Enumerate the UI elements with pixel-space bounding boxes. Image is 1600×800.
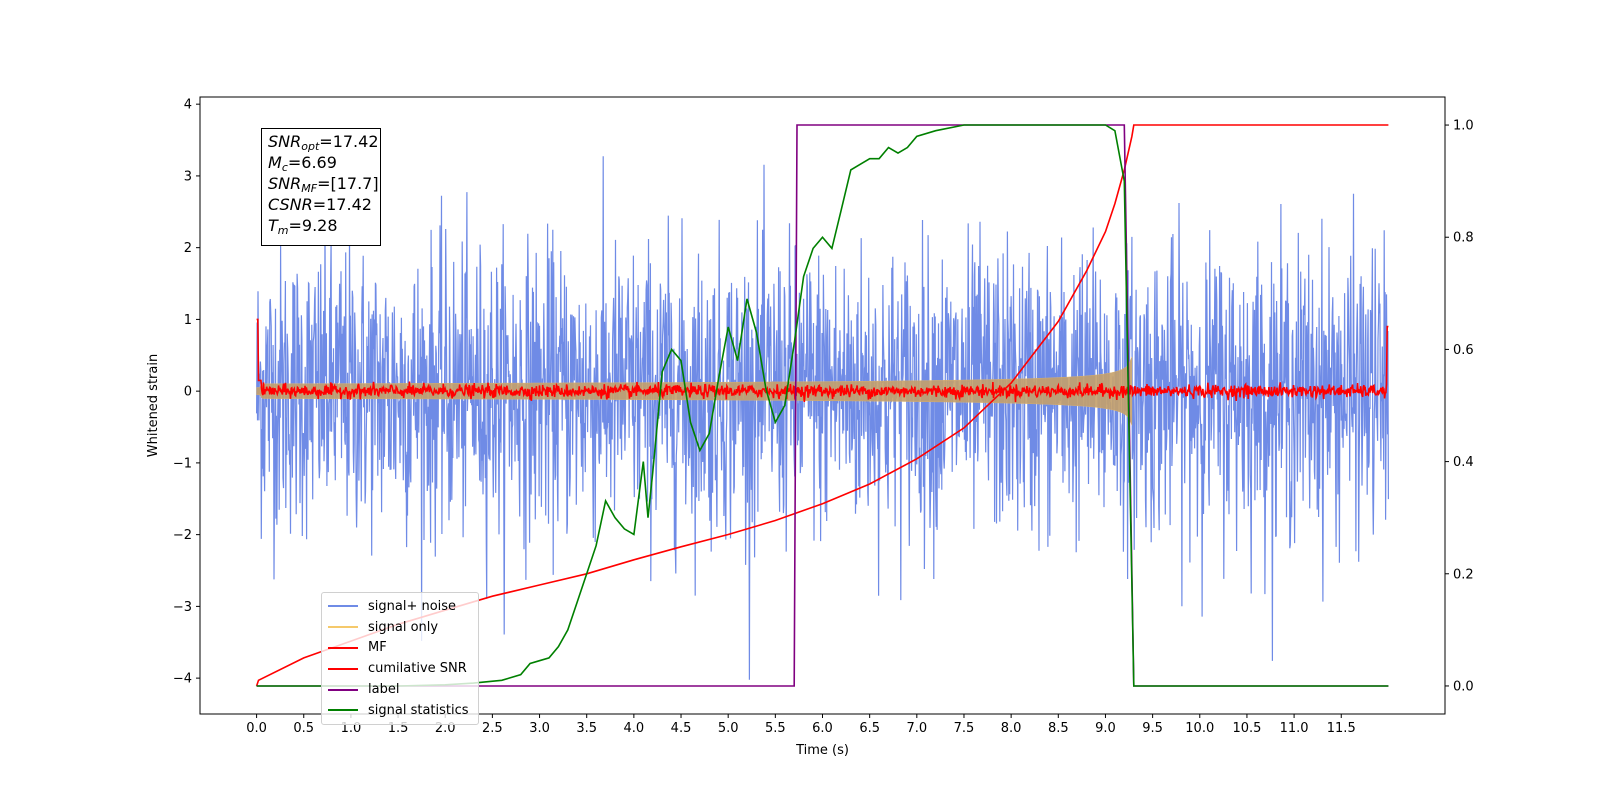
x-tick-label: 6.5	[859, 721, 880, 736]
x-axis-label: Time (s)	[795, 743, 849, 758]
y-right-tick-label: 0.8	[1453, 231, 1474, 246]
x-tick-label: 6.0	[812, 721, 833, 736]
x-tick-label: 7.5	[954, 721, 975, 736]
annotation-subscript: c	[281, 161, 288, 174]
annotation-symbol: CSNR	[268, 195, 313, 214]
annotation-symbol: SNR	[268, 174, 302, 193]
annotation-symbol: M	[268, 153, 282, 172]
legend-label: MF	[368, 640, 387, 656]
legend-item: MF	[328, 638, 472, 659]
annotation-value: =6.69	[287, 153, 337, 172]
legend-swatch	[328, 667, 358, 670]
x-tick-label: 0.5	[293, 721, 314, 736]
x-tick-label: 0.0	[246, 721, 267, 736]
x-tick-label: 8.0	[1001, 721, 1022, 736]
annotation-symbol: T	[268, 216, 278, 235]
legend-item: signal only	[328, 617, 472, 638]
legend-item: label	[328, 679, 472, 700]
y-left-tick-label: −4	[173, 672, 192, 687]
annotation-subscript: opt	[301, 140, 320, 153]
annotation-line: Tm=9.28	[268, 215, 374, 236]
legend-item: signal+ noise	[328, 596, 472, 617]
x-tick-label: 4.0	[624, 721, 645, 736]
annotation-line: SNRMF=[17.7]	[268, 173, 379, 195]
plot-series-group	[255, 124, 1389, 687]
y-left-tick-label: 3	[184, 169, 192, 184]
legend-label: signal statistics	[368, 702, 469, 718]
y-left-tick-label: 4	[184, 98, 192, 113]
series-mf-line	[256, 318, 1389, 403]
x-tick-label: 3.0	[529, 721, 550, 736]
chart-legend: signal+ noise signal only MF cumilative SNR…	[321, 592, 479, 725]
y-left-tick-label: −1	[173, 456, 192, 471]
x-tick-label: 11.5	[1327, 721, 1356, 736]
legend-item: cumilative SNR	[328, 658, 472, 679]
series-signal-statistics-line	[256, 124, 1389, 687]
y-axis-left-ticks: 4 3 2 1 0 −1 −2 −3 −4	[173, 98, 200, 687]
y-right-tick-label: 1.0	[1453, 119, 1474, 134]
y-right-tick-label: 0.4	[1453, 455, 1474, 470]
annotation-line: SNRopt=17.42	[268, 131, 379, 153]
x-tick-label: 4.5	[671, 721, 692, 736]
y-left-tick-label: 0	[184, 385, 192, 400]
legend-label: signal+ noise	[368, 598, 457, 614]
legend-swatch	[328, 709, 358, 712]
x-tick-label: 9.5	[1142, 721, 1163, 736]
legend-label: label	[368, 682, 400, 698]
x-tick-label: 5.5	[765, 721, 786, 736]
y-right-tick-label: 0.6	[1453, 343, 1474, 358]
y-left-tick-label: −3	[173, 600, 192, 615]
y-axis-right-ticks: 1.0 0.8 0.6 0.4 0.2 0.0	[1445, 119, 1474, 694]
legend-swatch	[328, 646, 358, 649]
annotation-subscript: m	[277, 224, 289, 237]
x-tick-label: 7.0	[906, 721, 927, 736]
snr-annotation-box: SNRopt=17.42 Mc=6.69 SNRMF=[17.7] CSNR=17.4…	[261, 128, 381, 246]
x-tick-label: 3.5	[576, 721, 597, 736]
y-axis-label: Whitened strain	[146, 354, 161, 457]
annotation-line: Mc=6.69	[268, 152, 374, 173]
x-tick-label: 9.0	[1095, 721, 1116, 736]
legend-swatch	[328, 626, 358, 629]
x-tick-label: 8.5	[1048, 721, 1069, 736]
x-tick-label: 11.0	[1280, 721, 1309, 736]
x-tick-label: 2.5	[482, 721, 503, 736]
y-right-tick-label: 0.0	[1453, 679, 1474, 694]
y-right-tick-label: 0.2	[1453, 567, 1474, 582]
annotation-line: CSNR=17.42	[268, 194, 374, 215]
annotation-value: =9.28	[288, 216, 338, 235]
legend-label: cumilative SNR	[368, 661, 467, 677]
y-left-tick-label: −2	[173, 528, 192, 543]
legend-swatch	[328, 605, 358, 608]
legend-item: signal statistics	[328, 700, 472, 721]
y-left-tick-label: 2	[184, 241, 192, 256]
annotation-value: =17.42	[312, 195, 372, 214]
annotation-value: =[17.7]	[317, 174, 379, 193]
annotation-symbol: SNR	[268, 132, 302, 151]
y-left-tick-label: 1	[184, 313, 192, 328]
x-tick-label: 5.0	[718, 721, 739, 736]
legend-swatch	[328, 688, 358, 691]
x-tick-label: 10.5	[1232, 721, 1261, 736]
x-tick-label: 10.0	[1185, 721, 1214, 736]
annotation-subscript: MF	[301, 182, 318, 195]
annotation-value: =17.42	[319, 132, 379, 151]
legend-label: signal only	[368, 619, 439, 635]
